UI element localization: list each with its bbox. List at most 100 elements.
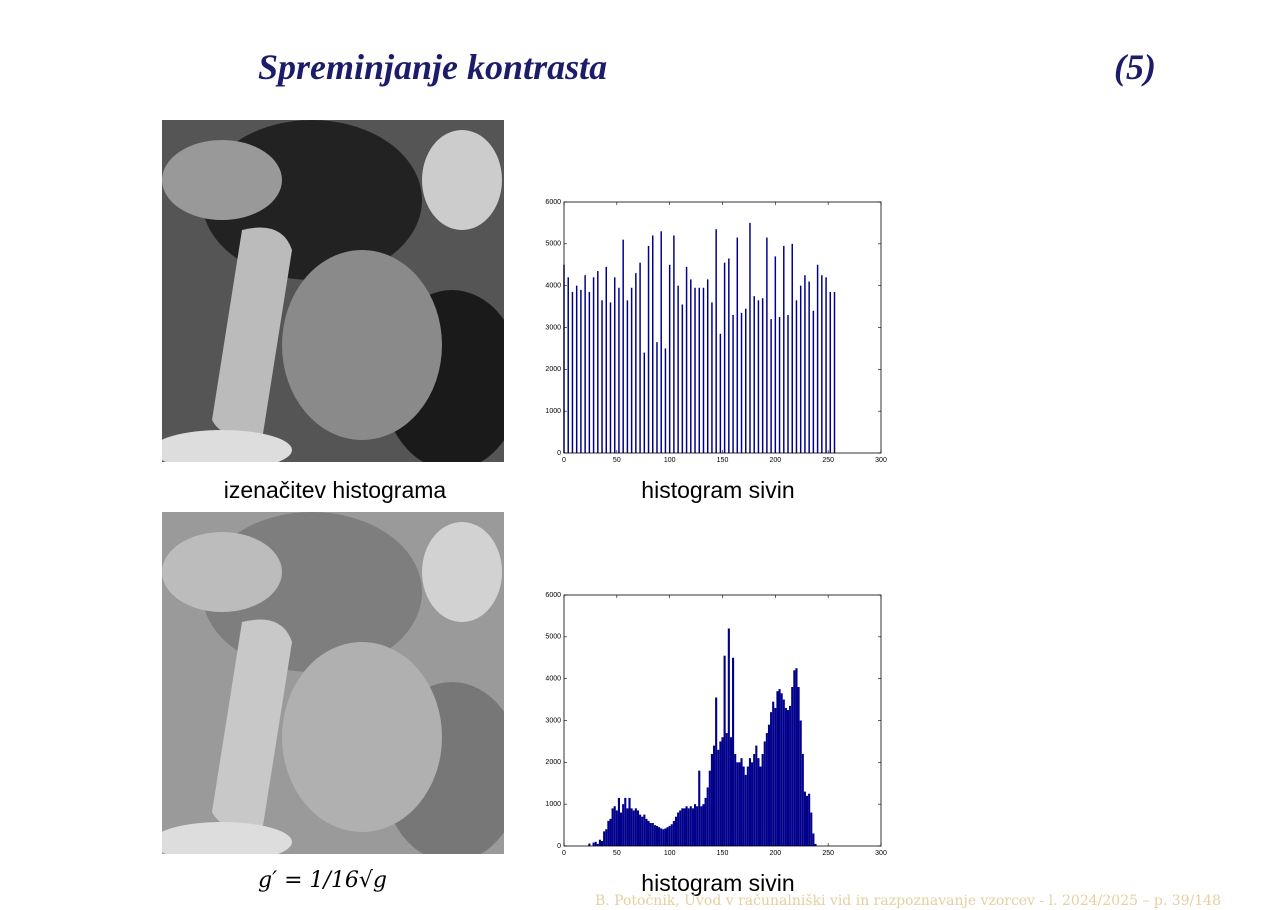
bar — [653, 825, 656, 846]
bar — [704, 797, 707, 846]
bar — [626, 300, 629, 453]
bar — [596, 843, 599, 846]
bar — [618, 287, 620, 453]
bar — [740, 312, 743, 453]
bar — [698, 770, 701, 846]
x-tick-label: 100 — [664, 457, 676, 464]
bar — [805, 795, 809, 846]
x-tick-label: 50 — [613, 850, 621, 857]
bar — [613, 277, 616, 453]
bar — [605, 829, 608, 846]
bar — [784, 707, 787, 846]
bar — [639, 814, 642, 846]
bar — [694, 287, 696, 453]
bar — [677, 812, 680, 846]
bar — [609, 302, 612, 453]
bar — [643, 814, 646, 846]
bar — [592, 842, 595, 846]
bar — [723, 262, 726, 453]
x-tick-label: 300 — [875, 457, 887, 464]
bar — [821, 275, 823, 453]
bar — [634, 808, 637, 846]
bar — [808, 281, 810, 453]
bar — [816, 264, 819, 453]
footer: B. Potočnik, Uvod v računalniški vid in … — [594, 893, 1221, 909]
bar — [651, 822, 654, 846]
bar — [605, 266, 608, 453]
bar — [601, 300, 603, 453]
x-tick-label: 200 — [769, 850, 781, 857]
bar — [814, 843, 817, 846]
bar — [804, 275, 806, 453]
bar — [734, 753, 737, 846]
bar — [617, 797, 621, 846]
y-tick-label: 3000 — [545, 324, 561, 331]
x-tick-label: 0 — [562, 457, 566, 464]
bar — [706, 787, 709, 846]
bar — [732, 314, 734, 453]
bar — [613, 806, 616, 846]
bar — [598, 839, 601, 846]
bar — [728, 258, 730, 453]
bar — [746, 766, 749, 846]
x-tick-label: 250 — [822, 457, 834, 464]
slide-number: (5) — [1114, 47, 1156, 87]
bar — [700, 806, 703, 846]
bar — [791, 687, 794, 846]
bar — [636, 810, 640, 846]
bar — [791, 243, 793, 453]
bar — [626, 808, 629, 846]
bar — [656, 342, 658, 453]
bar — [693, 804, 697, 846]
bar — [630, 808, 633, 846]
bar — [740, 758, 743, 846]
histogram-chart: 0 50 100 150 200 250 3000100020003000400050006… — [545, 199, 887, 464]
bar — [738, 762, 741, 846]
bar — [672, 820, 675, 846]
bar — [702, 804, 705, 846]
bar — [763, 741, 766, 846]
bar — [592, 277, 595, 453]
bar — [685, 266, 688, 453]
bar — [624, 797, 627, 846]
x-tick-label: 150 — [717, 457, 729, 464]
bar — [571, 291, 574, 453]
bar — [812, 310, 815, 453]
bar — [829, 291, 832, 453]
slide-title: Spreminjanje kontrasta — [258, 47, 608, 87]
bar — [652, 235, 654, 453]
bar — [639, 262, 641, 453]
y-tick-label: 5000 — [545, 241, 561, 248]
bar — [685, 806, 688, 846]
bar — [622, 804, 625, 846]
bar — [717, 749, 720, 846]
y-tick-label: 4000 — [545, 283, 561, 290]
bar — [799, 720, 802, 846]
bar — [736, 762, 739, 846]
bar — [719, 333, 722, 453]
bar — [588, 843, 591, 846]
bar — [673, 235, 675, 453]
y-tick-label: 6000 — [545, 199, 561, 206]
bar — [683, 808, 686, 846]
bar — [645, 818, 648, 846]
bar — [658, 827, 661, 846]
bar — [825, 277, 827, 453]
bar — [799, 285, 802, 453]
bar — [630, 287, 633, 453]
chart-caption: histogram sivin — [641, 870, 795, 896]
bar — [698, 287, 700, 453]
bar — [664, 348, 667, 453]
bar — [767, 724, 771, 846]
bar — [687, 808, 690, 846]
bar — [706, 279, 709, 453]
bar — [810, 812, 813, 846]
bar — [721, 737, 724, 846]
bar — [681, 304, 684, 453]
bar — [795, 668, 798, 846]
bar — [615, 810, 618, 846]
bar — [789, 705, 792, 846]
bar — [679, 810, 682, 846]
bar — [757, 300, 760, 453]
bar — [759, 766, 762, 846]
